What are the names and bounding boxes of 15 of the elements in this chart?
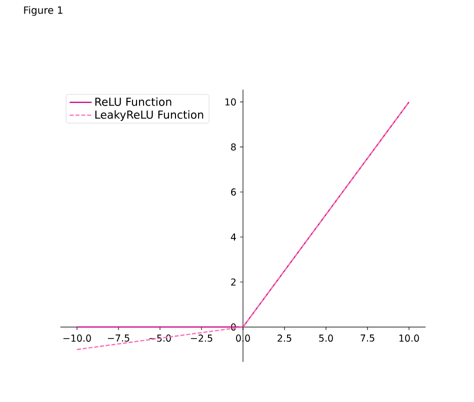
legend-label: ReLU Function (95, 97, 172, 106)
y-tick-label: 8 (231, 143, 236, 151)
caption: Figure 1 (24, 6, 62, 16)
y-tick-label: 2 (231, 278, 236, 286)
x-tick-label: −10.0 (63, 334, 91, 342)
x-tick-label: −7.5 (108, 334, 130, 342)
legend-label: LeakyReLU Function (95, 110, 204, 121)
y-tick-label: 6 (231, 188, 236, 196)
x-tick-label: −2.5 (190, 334, 212, 342)
x-tick-label: 10.0 (399, 334, 419, 342)
y-tick-label: 4 (230, 234, 236, 240)
x-tick-label: 5.0 (319, 334, 333, 342)
y-tick-label: 10 (225, 98, 236, 106)
x-tick-label: 2.5 (278, 334, 292, 342)
x-tick-label: 7.5 (360, 334, 374, 342)
